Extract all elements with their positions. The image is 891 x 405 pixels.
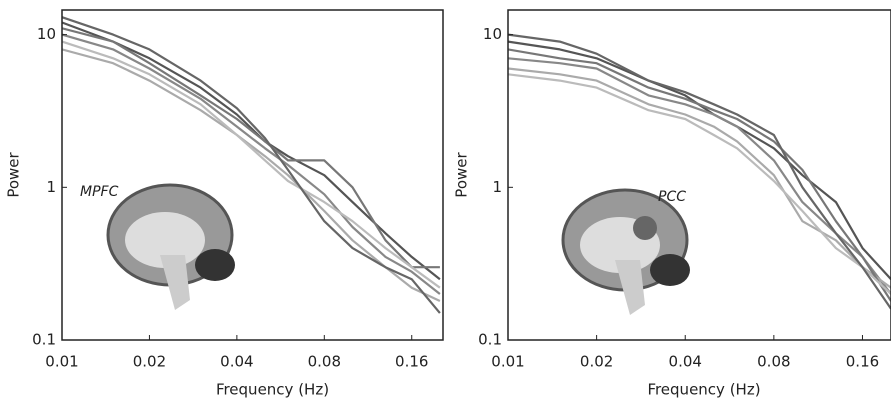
y-tick-label: 0.1	[32, 331, 56, 349]
x-tick-label: 0.01	[491, 353, 524, 371]
x-tick-label: 0.02	[133, 353, 166, 371]
brain-icon	[561, 188, 690, 315]
x-tick-label: 0.04	[669, 353, 702, 371]
y-axis-label: Power	[5, 151, 23, 197]
x-tick-label: 0.04	[220, 353, 253, 371]
spectrum-line	[62, 48, 441, 302]
spectrum-line	[62, 16, 441, 314]
spectrum-line	[508, 33, 891, 310]
spectrum-line	[62, 21, 441, 281]
x-tick-label: 0.16	[846, 353, 879, 371]
x-tick-label: 0.01	[45, 353, 78, 371]
plot-lines	[62, 16, 441, 314]
region-label: PCC	[658, 189, 686, 205]
spectrum-line	[62, 40, 441, 289]
brain-icon	[106, 183, 235, 310]
spectrum-line	[508, 48, 891, 302]
y-tick-label: 10	[37, 25, 56, 43]
plot-lines	[508, 33, 891, 310]
y-tick-label: 0.1	[478, 331, 502, 349]
spectrum-line	[508, 73, 891, 295]
plot-frame	[507, 9, 891, 341]
x-tick-label: 0.08	[308, 353, 341, 371]
x-tick-label: 0.08	[757, 353, 790, 371]
spectrum-line	[62, 27, 440, 269]
spectrum-line	[508, 67, 891, 289]
spectrum-line	[62, 33, 441, 295]
y-tick-label: 1	[46, 178, 56, 196]
x-axis-label: Frequency (Hz)	[216, 381, 329, 399]
y-tick-label: 1	[492, 178, 502, 196]
x-axis-label: Frequency (Hz)	[647, 381, 760, 399]
y-tick-label: 10	[483, 25, 502, 43]
x-tick-label: 0.16	[395, 353, 428, 371]
region-label: MPFC	[80, 184, 119, 200]
plot-frame	[61, 9, 444, 341]
x-tick-label: 0.02	[580, 353, 613, 371]
y-axis-label: Power	[453, 151, 471, 197]
spectrum-line	[508, 57, 891, 295]
